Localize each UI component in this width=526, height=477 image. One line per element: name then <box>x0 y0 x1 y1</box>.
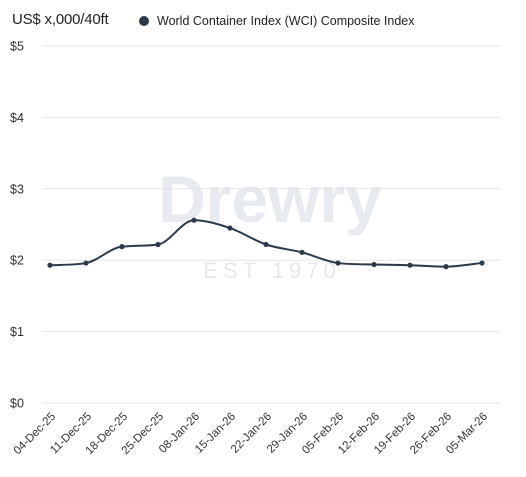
y-tick-label: $5 <box>10 40 24 54</box>
y-tick-label: $3 <box>10 182 24 196</box>
legend-label: World Container Index (WCI) Composite In… <box>157 14 415 28</box>
legend: World Container Index (WCI) Composite In… <box>139 14 415 28</box>
series-layer <box>47 217 485 270</box>
y-tick-label: $0 <box>10 397 24 411</box>
grid-layer <box>42 45 500 404</box>
x-axis-ticks: 04-Dec-2511-Dec-2518-Dec-2525-Dec-2508-J… <box>12 411 490 457</box>
data-point <box>155 241 161 248</box>
data-point <box>371 261 377 268</box>
y-tick-label: $2 <box>10 254 24 268</box>
data-point <box>191 217 197 223</box>
data-point <box>263 241 269 248</box>
legend-swatch-icon <box>139 16 149 26</box>
data-point <box>83 260 89 266</box>
data-point <box>299 249 305 255</box>
data-point <box>47 262 53 268</box>
watermark-tagline-text: EST 1970 <box>203 258 340 283</box>
y-axis-unit-label: US$ x,000/40ft <box>12 11 109 28</box>
data-point <box>335 260 341 266</box>
watermark-logo: Drewry EST 1970 <box>158 162 382 283</box>
data-point <box>227 225 233 231</box>
data-point <box>407 262 413 268</box>
data-point <box>479 260 485 266</box>
y-axis-ticks: $0 $1 $2 $3 $4 $5 <box>10 40 24 411</box>
y-tick-label: $4 <box>10 111 24 125</box>
data-point <box>119 244 125 250</box>
y-tick-label: $1 <box>10 325 24 339</box>
watermark-brand-text: Drewry <box>158 162 382 236</box>
data-point <box>443 264 449 270</box>
